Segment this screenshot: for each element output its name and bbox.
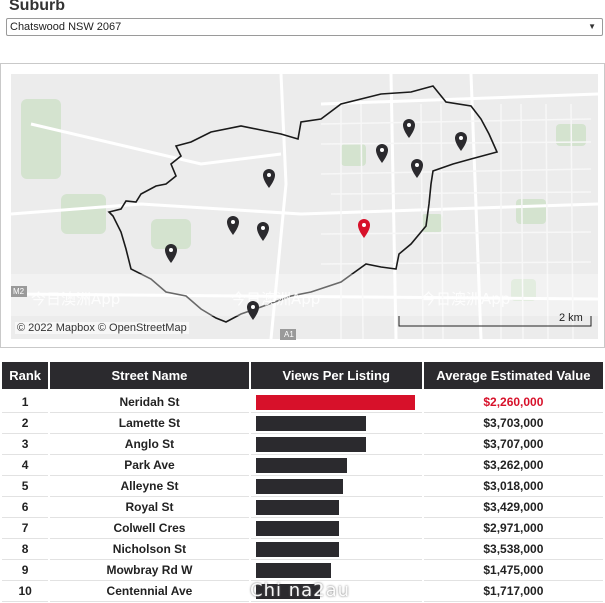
views-bar bbox=[255, 541, 339, 557]
footer-watermark: Chi na2au bbox=[250, 580, 351, 601]
map-pin-icon[interactable] bbox=[247, 301, 259, 320]
average-value-cell: $3,018,000 bbox=[423, 476, 603, 497]
map-pin-icon[interactable] bbox=[411, 159, 423, 178]
views-bar bbox=[255, 436, 366, 452]
views-bar bbox=[255, 478, 343, 494]
table-row[interactable]: 1 Neridah St $2,260,000 bbox=[2, 392, 603, 413]
rank-cell: 8 bbox=[2, 539, 49, 560]
suburb-map[interactable]: 今日澳洲App 今日澳洲App 今日澳洲App M2 A1 © 2022 Map… bbox=[0, 63, 605, 348]
map-pin-icon[interactable] bbox=[403, 119, 415, 138]
views-bar-cell bbox=[250, 413, 422, 434]
table-row[interactable]: 2 Lamette St $3,703,000 bbox=[2, 413, 603, 434]
street-name-cell: Neridah St bbox=[50, 392, 249, 413]
rank-cell: 1 bbox=[2, 392, 49, 413]
views-bar bbox=[255, 583, 320, 599]
table-row[interactable]: 8 Nicholson St $3,538,000 bbox=[2, 539, 603, 560]
table-row[interactable]: 9 Mowbray Rd W $1,475,000 bbox=[2, 560, 603, 581]
map-canvas[interactable]: 今日澳洲App 今日澳洲App 今日澳洲App M2 A1 bbox=[1, 64, 605, 349]
road-shields: M2 A1 bbox=[11, 286, 296, 340]
map-pin-icon[interactable] bbox=[263, 169, 275, 188]
views-bar bbox=[255, 394, 415, 410]
suburb-dropdown[interactable]: Chatswood NSW 2067 ▼ bbox=[6, 18, 603, 36]
map-pin-icon[interactable] bbox=[227, 216, 239, 235]
rank-cell: 5 bbox=[2, 476, 49, 497]
average-value-cell: $2,260,000 bbox=[423, 392, 603, 413]
street-name-cell: Mowbray Rd W bbox=[50, 560, 249, 581]
rank-cell: 10 bbox=[2, 581, 49, 602]
map-attribution[interactable]: © 2022 Mapbox © OpenStreetMap bbox=[15, 322, 189, 334]
map-pins[interactable] bbox=[165, 119, 467, 320]
map-pin-highlight-icon[interactable] bbox=[358, 219, 370, 238]
map-watermark-text: 今日澳洲App bbox=[231, 290, 320, 308]
views-bar bbox=[255, 457, 347, 473]
chevron-down-icon: ▼ bbox=[588, 22, 596, 31]
table-row[interactable]: 10 Centennial Ave $1,717,000 bbox=[2, 581, 603, 602]
table-row[interactable]: 7 Colwell Cres $2,971,000 bbox=[2, 518, 603, 539]
map-pin-icon[interactable] bbox=[165, 244, 177, 263]
street-name-cell: Royal St bbox=[50, 497, 249, 518]
map-watermark-text: 今日澳洲App bbox=[421, 290, 510, 308]
watermark-strip bbox=[11, 274, 598, 316]
park-areas bbox=[21, 99, 586, 301]
street-name-cell: Park Ave bbox=[50, 455, 249, 476]
scale-bar bbox=[398, 316, 592, 327]
rank-cell: 3 bbox=[2, 434, 49, 455]
table-row[interactable]: 4 Park Ave $3,262,000 bbox=[2, 455, 603, 476]
scale-label: 2 km bbox=[559, 312, 583, 324]
street-name-cell: Centennial Ave bbox=[50, 581, 249, 602]
header-average-value[interactable]: Average Estimated Value bbox=[423, 362, 603, 389]
header-street-name[interactable]: Street Name bbox=[50, 362, 249, 389]
average-value-cell: $3,429,000 bbox=[423, 497, 603, 518]
rank-cell: 4 bbox=[2, 455, 49, 476]
average-value-cell: $3,262,000 bbox=[423, 455, 603, 476]
rank-cell: 7 bbox=[2, 518, 49, 539]
table-row[interactable]: 5 Alleyne St $3,018,000 bbox=[2, 476, 603, 497]
street-name-cell: Lamette St bbox=[50, 413, 249, 434]
average-value-cell: $3,538,000 bbox=[423, 539, 603, 560]
street-name-cell: Colwell Cres bbox=[50, 518, 249, 539]
header-rank[interactable]: Rank bbox=[2, 362, 49, 389]
views-bar-cell bbox=[250, 518, 422, 539]
views-bar-cell bbox=[250, 455, 422, 476]
rank-cell: 6 bbox=[2, 497, 49, 518]
average-value-cell: $1,475,000 bbox=[423, 560, 603, 581]
street-name-cell: Nicholson St bbox=[50, 539, 249, 560]
suburb-boundary bbox=[107, 85, 499, 323]
header-views-per-listing[interactable]: Views Per Listing bbox=[250, 362, 422, 389]
street-name-cell: Anglo St bbox=[50, 434, 249, 455]
street-name-cell: Alleyne St bbox=[50, 476, 249, 497]
suburb-label: Suburb bbox=[9, 0, 65, 14]
map-roads bbox=[10, 73, 599, 340]
table-row[interactable]: 6 Royal St $3,429,000 bbox=[2, 497, 603, 518]
rank-cell: 9 bbox=[2, 560, 49, 581]
views-bar-cell bbox=[250, 581, 422, 602]
views-bar bbox=[255, 562, 331, 578]
road-label-a1: A1 bbox=[284, 330, 294, 339]
map-pin-icon[interactable] bbox=[455, 132, 467, 151]
table-row[interactable]: 3 Anglo St $3,707,000 bbox=[2, 434, 603, 455]
map-watermarks: 今日澳洲App 今日澳洲App 今日澳洲App bbox=[31, 290, 510, 308]
views-bar bbox=[255, 415, 366, 431]
average-value-cell: $2,971,000 bbox=[423, 518, 603, 539]
rank-cell: 2 bbox=[2, 413, 49, 434]
views-bar-cell bbox=[250, 560, 422, 581]
views-bar-cell bbox=[250, 476, 422, 497]
views-bar-cell bbox=[250, 539, 422, 560]
map-minor-roads bbox=[320, 103, 592, 340]
map-pin-icon[interactable] bbox=[257, 222, 269, 241]
road-label-m2: M2 bbox=[13, 287, 25, 296]
map-pin-icon[interactable] bbox=[376, 144, 388, 163]
average-value-cell: $1,717,000 bbox=[423, 581, 603, 602]
views-bar-cell bbox=[250, 434, 422, 455]
views-bar bbox=[255, 499, 339, 515]
views-bar-cell bbox=[250, 497, 422, 518]
suburb-selected-value: Chatswood NSW 2067 bbox=[10, 21, 122, 33]
map-watermark-text: 今日澳洲App bbox=[31, 290, 120, 308]
street-ranking-table: Rank Street Name Views Per Listing Avera… bbox=[0, 362, 605, 602]
average-value-cell: $3,707,000 bbox=[423, 434, 603, 455]
views-bar bbox=[255, 520, 339, 536]
average-value-cell: $3,703,000 bbox=[423, 413, 603, 434]
views-bar-cell bbox=[250, 392, 422, 413]
